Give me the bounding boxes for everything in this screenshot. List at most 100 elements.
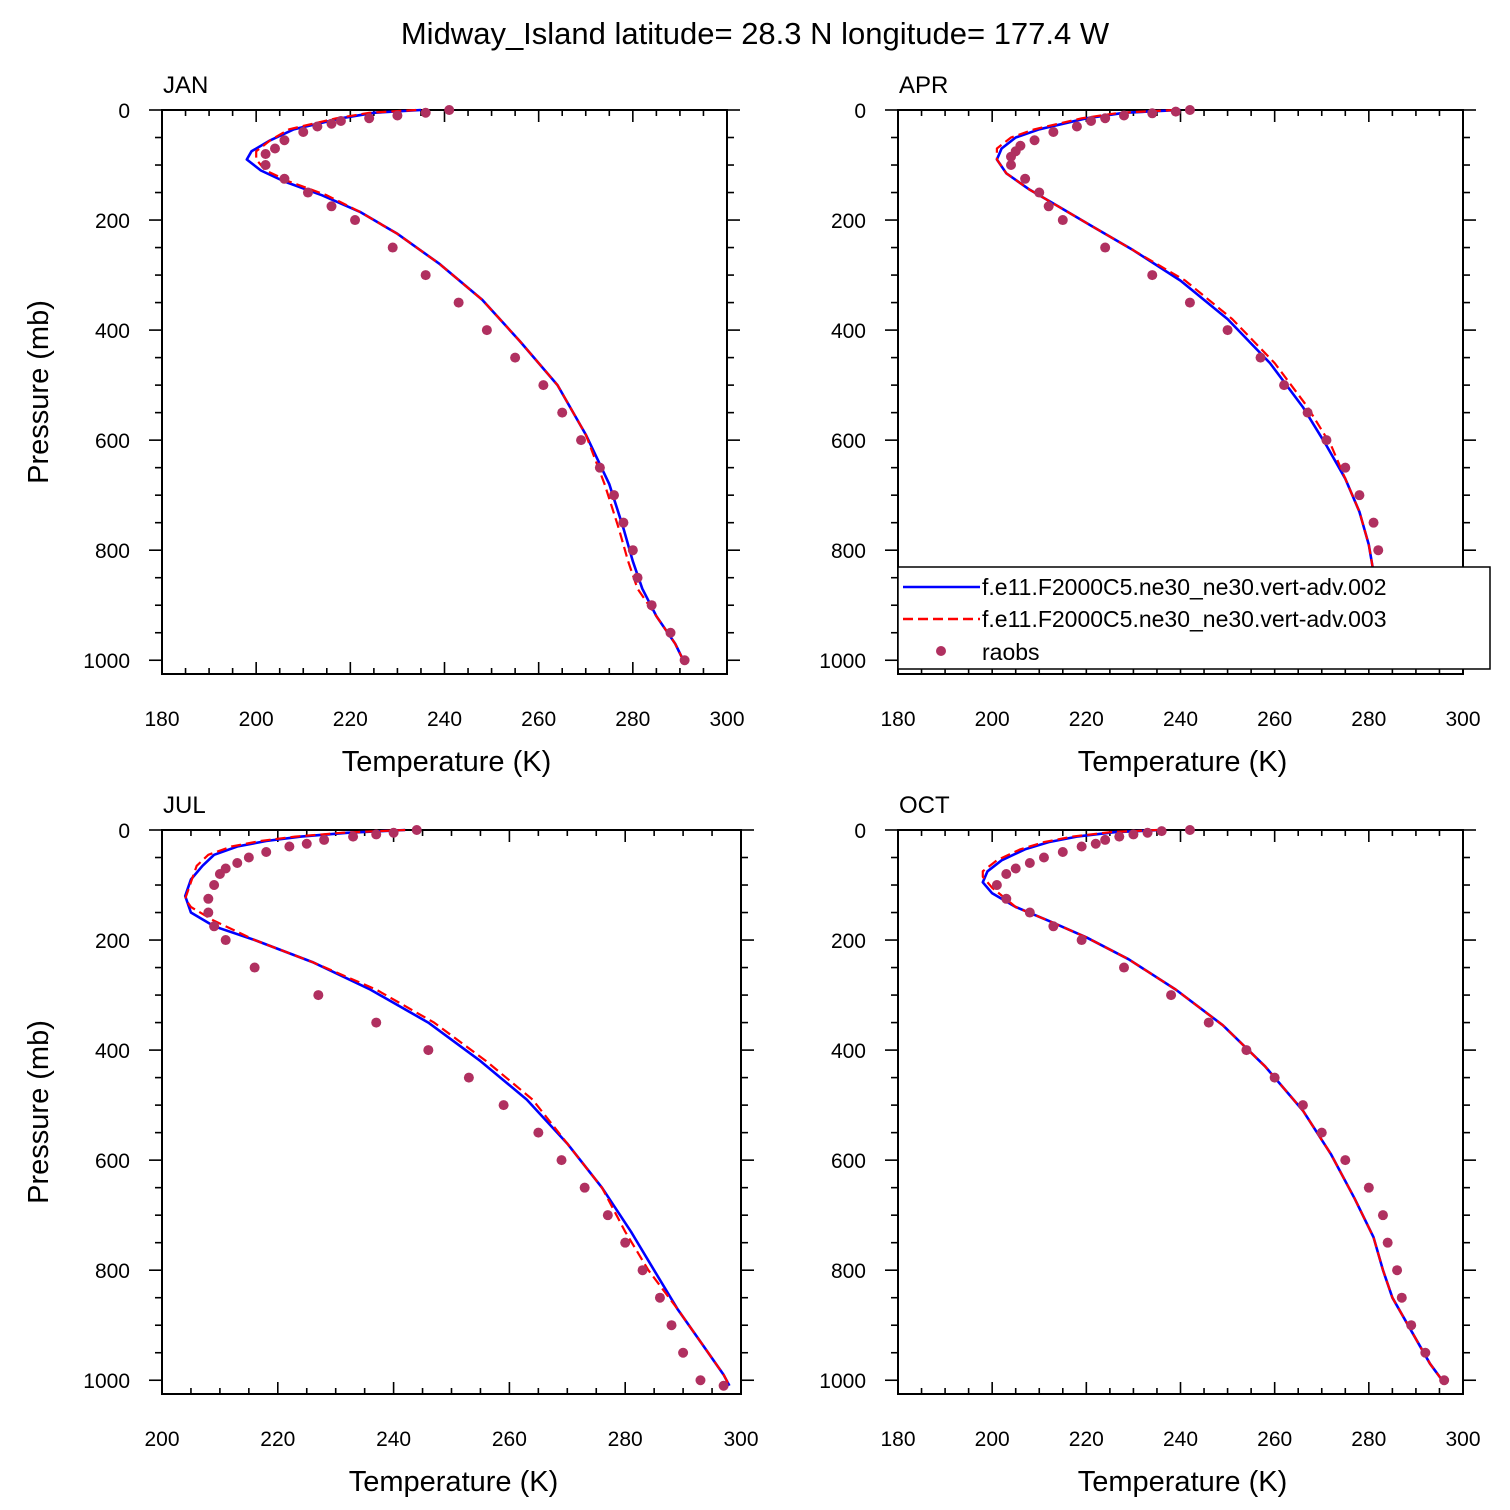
raobs-point	[279, 135, 290, 146]
x-tick-label: 280	[615, 708, 650, 731]
raobs-point	[654, 1292, 665, 1303]
x-tick-label: 200	[975, 708, 1010, 731]
raobs-point	[1010, 863, 1021, 874]
raobs-point	[1057, 215, 1068, 226]
raobs-point	[1297, 1100, 1308, 1111]
raobs-point	[1076, 935, 1087, 946]
legend-box	[897, 566, 1491, 670]
raobs-point	[1086, 116, 1097, 127]
raobs-point	[364, 113, 375, 124]
raobs-point	[1034, 187, 1045, 198]
legend: f.e11.F2000C5.ne30_ne30.vert-adv.002 f.e1…	[897, 566, 1491, 670]
raobs-point	[1382, 1237, 1393, 1248]
plot-frame	[897, 829, 1464, 1395]
raobs-point	[298, 127, 309, 138]
x-tick-label: 280	[608, 1428, 643, 1451]
x-tick-label: 220	[260, 1428, 295, 1451]
y-tick-label: 800	[831, 1260, 866, 1283]
y-tick-label: 600	[95, 430, 130, 453]
series-line-002	[981, 828, 1446, 1384]
y-tick-label: 600	[831, 1150, 866, 1173]
panel-jul: 200 220 240 260 280 300 0 200 400 600 800 1000 Tempe…	[23, 792, 759, 1498]
y-tick-label: 200	[831, 210, 866, 233]
panel-title: OCT	[899, 792, 950, 819]
raobs-point	[1048, 921, 1059, 932]
raobs-point	[243, 852, 254, 863]
raobs-point	[388, 827, 399, 838]
raobs-point	[1057, 847, 1068, 858]
raobs-point	[1377, 1210, 1388, 1221]
x-tick-label: 280	[1351, 708, 1386, 731]
raobs-point	[1006, 151, 1016, 162]
panel-jan: 180 200 220 240 260 280 300 0 200 400 600 800 1000 Te…	[23, 72, 745, 778]
x-tick-label: 240	[1163, 708, 1198, 731]
plot-frame	[161, 829, 742, 1395]
y-tick-label: 0	[854, 100, 866, 123]
raobs-point	[1396, 1292, 1407, 1303]
panel-apr: 180 200 220 240 260 280 300 0 200 400 600 800 1000 Te…	[819, 72, 1480, 778]
legend-label: f.e11.F2000C5.ne30_ne30.vert-adv.003	[982, 606, 1387, 632]
raobs-point	[1420, 1347, 1431, 1358]
raobs-point	[214, 869, 225, 880]
raobs-point	[533, 1127, 544, 1138]
x-axis-label: Temperature (K)	[1078, 746, 1288, 778]
x-axis-label: Temperature (K)	[1078, 1466, 1288, 1498]
raobs-point	[423, 1045, 434, 1056]
x-tick-label: 240	[427, 708, 462, 731]
raobs-point	[1128, 829, 1139, 840]
raobs-point	[209, 921, 220, 932]
raobs-point	[371, 1017, 382, 1028]
raobs-point	[220, 935, 231, 946]
raobs-point	[203, 893, 214, 904]
x-tick-label: 180	[880, 708, 915, 731]
raobs-point	[335, 116, 346, 127]
y-tick-label: 1000	[819, 650, 866, 673]
y-tick-label: 600	[95, 1150, 130, 1173]
raobs-point	[1090, 838, 1101, 849]
figure-title: Midway_Island latitude= 28.3 N longitude…	[401, 16, 1110, 51]
legend-marker-raobs	[936, 646, 946, 656]
raobs-point	[326, 118, 337, 129]
raobs-point	[1006, 160, 1016, 171]
raobs-point	[1373, 545, 1384, 556]
raobs-point	[1354, 490, 1365, 501]
raobs-point	[1114, 831, 1125, 842]
raobs-point	[1147, 270, 1158, 281]
raobs-point	[1363, 1182, 1374, 1193]
x-tick-label: 260	[1257, 1428, 1292, 1451]
x-tick-label: 260	[1257, 708, 1292, 731]
raobs-point	[556, 1155, 567, 1166]
raobs-point	[1048, 127, 1059, 138]
raobs-point	[602, 1210, 613, 1221]
y-tick-label: 1000	[83, 1370, 130, 1393]
y-tick-label: 400	[831, 1040, 866, 1063]
raobs-point	[420, 270, 431, 281]
y-tick-label: 600	[831, 430, 866, 453]
y-tick-label: 400	[95, 1040, 130, 1063]
x-tick-label: 260	[521, 708, 556, 731]
x-tick-label: 220	[1069, 708, 1104, 731]
raobs-point	[463, 1072, 474, 1083]
raobs-point	[632, 572, 643, 583]
raobs-point	[1222, 325, 1233, 336]
raobs-point	[1279, 380, 1290, 391]
y-tick-label: 400	[95, 320, 130, 343]
raobs-point	[1142, 827, 1153, 838]
raobs-point	[594, 462, 605, 473]
raobs-point	[1255, 352, 1266, 363]
y-tick-label: 0	[118, 100, 130, 123]
x-tick-label: 300	[709, 708, 744, 731]
raobs-point	[1302, 407, 1313, 418]
raobs-point	[510, 352, 521, 363]
series-line-003	[255, 108, 686, 664]
y-tick-label: 200	[831, 930, 866, 953]
raobs-point	[260, 160, 271, 171]
raobs-point	[1001, 869, 1012, 880]
raobs-point	[627, 545, 638, 556]
raobs-point	[350, 215, 361, 226]
raobs-point	[261, 847, 272, 858]
raobs-point	[348, 831, 359, 842]
x-tick-label: 300	[1445, 1428, 1480, 1451]
x-tick-label: 200	[975, 1428, 1010, 1451]
